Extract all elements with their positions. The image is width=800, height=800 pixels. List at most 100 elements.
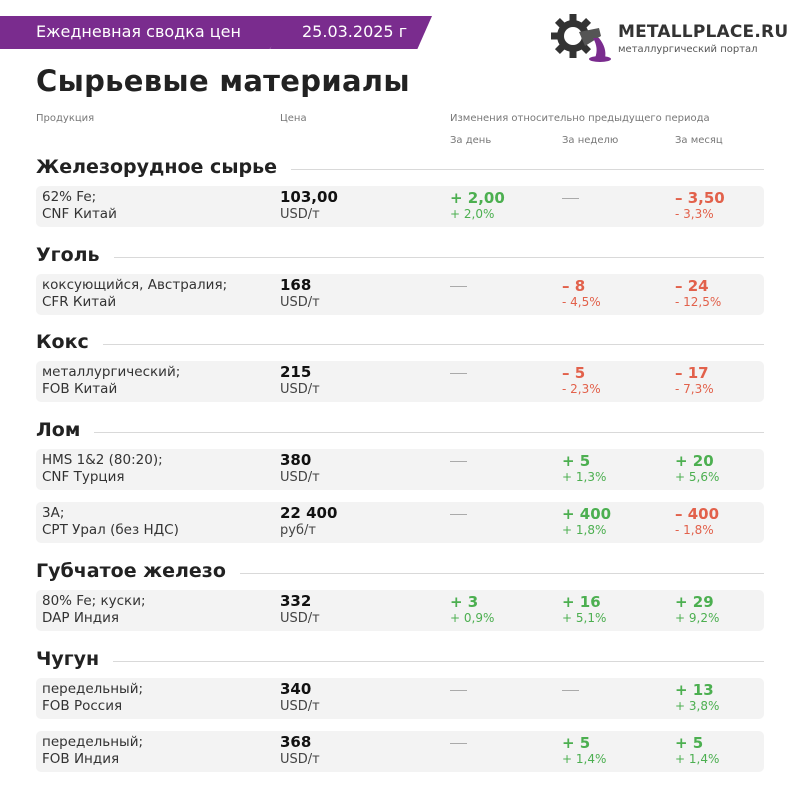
section-divider [291,169,764,170]
change-week: + 400 + 1,8% [562,505,611,538]
page-title: Сырьевые материалы [36,64,410,98]
section-divider [239,573,764,574]
product-line-1: HMS 1&2 (80:20); [42,452,163,468]
table-row[interactable]: коксующийся, Австралия; CFR Китай 168 USD/т… [36,274,764,315]
product-line-2: CPT Урал (без НДС) [42,522,179,538]
no-change-dash [450,743,467,744]
change-month-abs: – 3,50 [675,189,725,207]
change-day-pct: + 2,0% [450,207,495,221]
section-divider [102,344,764,345]
change-week: + 16 + 5,1% [562,593,606,626]
product-name: передельный; FOB Индия [42,734,143,768]
no-change-dash [450,461,467,462]
change-week-pct: + 5,1% [562,611,607,625]
section-title: Кокс [36,331,89,353]
change-month-pct: + 9,2% [675,611,720,625]
change-day: + 2,00 + 2,0% [450,189,505,222]
table-row[interactable]: HMS 1&2 (80:20); CNF Турция 380 USD/т + 5 + 1… [36,449,764,490]
table-row[interactable]: металлургический; FOB Китай 215 USD/т – 5- 2… [36,361,764,402]
change-month: – 3,50- 3,3% [675,189,725,222]
product-line-2: FOB Россия [42,698,123,714]
change-week-pct: + 1,8% [562,523,607,537]
change-month: + 20 + 5,6% [675,452,719,485]
change-month-pct: - 7,3% [675,382,714,396]
table-row[interactable]: передельный; FOB Россия 340 USD/т + 13 + 3,8% [36,678,764,719]
change-month: – 24- 12,5% [675,277,721,310]
product-name: 62% Fe; CNF Китай [42,189,117,223]
section-title: Уголь [36,244,100,266]
price-value: 215 [280,363,312,381]
change-week-abs: – 8 [562,277,586,295]
change-week: + 5 + 1,3% [562,452,606,485]
change-month: + 13 + 3,8% [675,681,719,714]
price-value: 168 [280,276,312,294]
price-unit: руб/т [280,523,316,538]
section-title: Железорудное сырье [36,156,277,178]
change-week-pct: + 1,3% [562,470,607,484]
change-day-abs: + 2,00 [450,189,505,207]
table-row[interactable]: передельный; FOB Индия 368 USD/т + 5 + 1,4% + … [36,731,764,772]
change-month-pct: + 5,6% [675,470,720,484]
change-week-abs: + 16 [562,593,601,611]
logo[interactable]: METALLPLACE.RU металлургический портал [549,12,788,64]
change-month-pct: - 1,8% [675,523,714,537]
change-month-abs: – 400 [675,505,720,523]
section-title: Губчатое железо [36,560,226,582]
product-name: 3А; CPT Урал (без НДС) [42,505,179,539]
price-unit: USD/т [280,295,320,310]
col-price-header: Цена [280,113,307,124]
product-name: передельный; FOB Россия [42,681,143,715]
change-week-abs: – 5 [562,364,586,382]
change-month: + 29 + 9,2% [675,593,719,626]
price-value: 380 [280,451,312,469]
banner-date-shape [270,16,432,49]
product-line-1: 80% Fe; куски; [42,593,146,609]
change-week-abs: + 400 [562,505,612,523]
price-unit: USD/т [280,382,320,397]
change-month-pct: - 3,3% [675,207,714,221]
banner-summary-shape [0,16,290,49]
price-unit: USD/т [280,207,320,222]
change-month: + 5 + 1,4% [675,734,719,767]
product-line-1: передельный; [42,681,144,697]
section-divider [113,661,764,662]
change-week-pct: - 4,5% [562,295,601,309]
change-week-abs: + 5 [562,452,591,470]
logo-name: METALLPLACE.RU [618,22,789,42]
change-week-pct: + 1,4% [562,752,607,766]
change-month-pct: + 1,4% [675,752,720,766]
change-month-abs: – 24 [675,277,709,295]
change-month: – 17- 7,3% [675,364,714,397]
section-divider [94,432,764,433]
no-change-dash [562,198,579,199]
change-month-pct: + 3,8% [675,699,720,713]
product-line-2: DAP Индия [42,610,119,626]
col-day-header: За день [450,135,492,146]
section-divider [113,257,764,258]
product-name: HMS 1&2 (80:20); CNF Турция [42,452,163,486]
product-line-1: 62% Fe; [42,189,97,205]
price-unit: USD/т [280,470,320,485]
change-month: – 400- 1,8% [675,505,719,538]
product-line-1: металлургический; [42,364,181,380]
change-month-abs: – 17 [675,364,709,382]
change-month-abs: + 13 [675,681,714,699]
price-unit: USD/т [280,611,320,626]
table-row[interactable]: 62% Fe; CNF Китай 103,00 USD/т + 2,00 + 2,0% –… [36,186,764,227]
change-week-pct: - 2,3% [562,382,601,396]
change-month-abs: + 5 [675,734,704,752]
change-week-abs: + 5 [562,734,591,752]
table-row[interactable]: 80% Fe; куски; DAP Индия 332 USD/т + 3 + 0,9%… [36,590,764,631]
change-month-abs: + 29 [675,593,714,611]
change-week: – 5- 2,3% [562,364,601,397]
section-title: Чугун [36,648,100,670]
product-name: 80% Fe; куски; DAP Индия [42,593,146,627]
col-week-header: За неделю [562,135,619,146]
no-change-dash [450,514,467,515]
change-month-abs: + 20 [675,452,714,470]
product-line-2: CNF Китай [42,206,117,222]
no-change-dash [562,690,579,691]
table-row[interactable]: 3А; CPT Урал (без НДС) 22 400 руб/т + 400 + 1… [36,502,764,543]
col-changes-header: Изменения относительно предыдущего перио… [450,113,710,124]
product-name: металлургический; FOB Китай [42,364,180,398]
